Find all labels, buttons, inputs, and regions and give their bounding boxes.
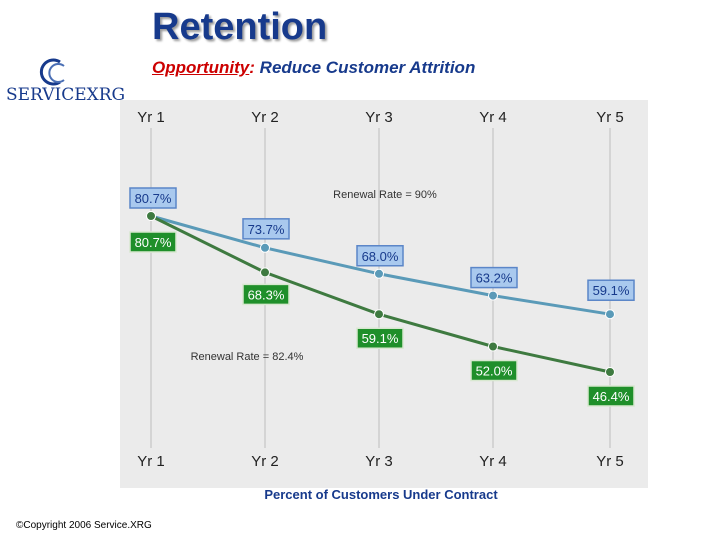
data-label: 80.7% xyxy=(135,191,172,206)
data-label: 59.1% xyxy=(593,283,630,298)
data-point xyxy=(488,290,498,301)
data-label: 73.7% xyxy=(248,222,285,237)
x-tick-label-top: Yr 2 xyxy=(251,109,279,126)
page-title: Retention xyxy=(152,6,328,48)
x-tick-label-top: Yr 4 xyxy=(479,109,507,126)
x-tick-label-bottom: Yr 5 xyxy=(596,453,624,470)
company-logo: SERVICEXRG xyxy=(6,58,124,105)
page-subtitle: Opportunity: Reduce Customer Attrition xyxy=(152,58,475,78)
data-label-box xyxy=(470,266,518,289)
subtitle-lead: Opportunity xyxy=(152,58,250,77)
data-label: 68.0% xyxy=(362,249,399,264)
data-label: 63.2% xyxy=(476,271,513,286)
data-point xyxy=(260,242,270,253)
data-point xyxy=(260,267,270,278)
data-point xyxy=(605,309,615,320)
plot-background xyxy=(120,100,648,488)
data-label-box xyxy=(470,359,518,382)
servicexrg-swirl-icon xyxy=(39,58,65,86)
data-point xyxy=(374,309,384,320)
data-label-box xyxy=(587,385,635,407)
x-tick-label-top: Yr 5 xyxy=(596,109,624,126)
data-label-box xyxy=(587,279,635,301)
x-tick-label-top: Yr 1 xyxy=(137,109,165,126)
copyright-text: ©Copyright 2006 Service.XRG xyxy=(16,520,152,531)
series-label-renewal-90: Renewal Rate = 90% xyxy=(333,189,437,201)
subtitle-rest: Reduce Customer Attrition xyxy=(254,58,476,77)
data-label-box xyxy=(356,327,404,349)
series-label-renewal-82: Renewal Rate = 82.4% xyxy=(191,351,304,363)
data-point xyxy=(146,211,156,221)
x-axis-label: Percent of Customers Under Contract xyxy=(264,487,498,502)
data-point xyxy=(605,367,615,377)
x-tick-label-top: Yr 3 xyxy=(365,109,393,126)
x-tick-label-bottom: Yr 3 xyxy=(365,453,393,470)
data-label-box xyxy=(129,187,177,209)
data-label-box xyxy=(356,245,404,267)
data-label-box xyxy=(129,231,177,253)
x-tick-label-bottom: Yr 4 xyxy=(479,453,507,470)
data-label: 52.0% xyxy=(476,364,513,379)
data-label-box xyxy=(242,218,290,240)
subtitle-separator: : xyxy=(249,58,255,77)
data-label: 59.1% xyxy=(362,331,399,346)
data-point xyxy=(374,268,384,279)
data-label: 68.3% xyxy=(248,287,285,302)
x-tick-label-bottom: Yr 2 xyxy=(251,453,279,470)
data-label: 46.4% xyxy=(593,389,630,404)
data-label-box xyxy=(242,283,290,306)
data-label: 80.7% xyxy=(135,235,172,250)
data-point xyxy=(488,341,498,352)
x-tick-label-bottom: Yr 1 xyxy=(137,453,165,470)
logo-text: SERVICEXRG xyxy=(6,85,124,105)
